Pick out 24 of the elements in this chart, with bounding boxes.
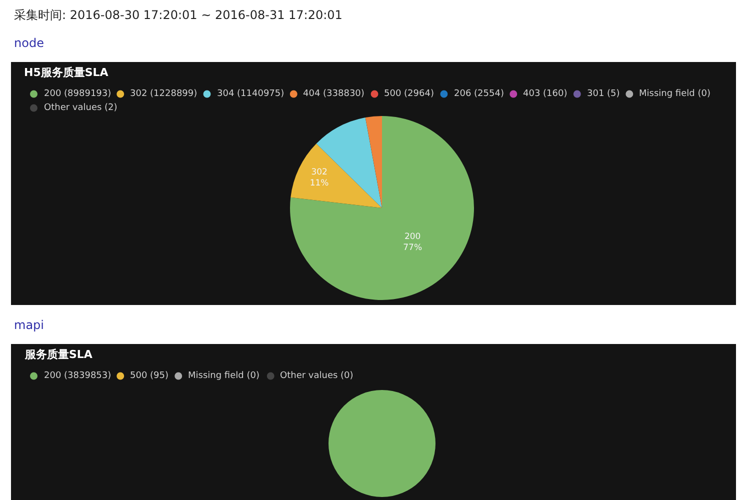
pie-slice (365, 116, 382, 208)
pie-slice (290, 144, 382, 208)
legend-label: 200 (8989193) (44, 89, 112, 99)
text: mapi (14, 318, 44, 332)
legend-label: Missing field (0) (639, 89, 710, 99)
text: node (14, 36, 44, 50)
legend-label: 302 (1228899) (130, 89, 198, 99)
text: 采集时间: 2016-08-30 17:20:01 ~ 2016-08-31 17:20:01 (14, 8, 342, 22)
legend-label: 403 (160) (523, 89, 568, 99)
legend-label: 301 (5) (587, 89, 620, 99)
legend-label: Missing field (0) (188, 371, 260, 381)
legend-label: Other values (2) (44, 103, 118, 113)
legend-label: 500 (95) (130, 371, 169, 381)
legend-label: 404 (338830) (303, 89, 364, 99)
legend-label: 206 (2554) (454, 89, 504, 99)
data-label: 200 77% (403, 232, 422, 253)
data-label: 302 11% (310, 168, 329, 189)
legend-label: 200 (3839853) (44, 371, 112, 381)
legend-label: Other values (0) (280, 371, 354, 381)
chart-title: H5服务质量SLA (24, 66, 109, 79)
legend-label: 500 (2964) (384, 89, 434, 99)
pie-slice (290, 116, 474, 300)
chart-title: 服务质量SLA (24, 348, 93, 361)
legend-label: 304 (1140975) (217, 89, 284, 99)
